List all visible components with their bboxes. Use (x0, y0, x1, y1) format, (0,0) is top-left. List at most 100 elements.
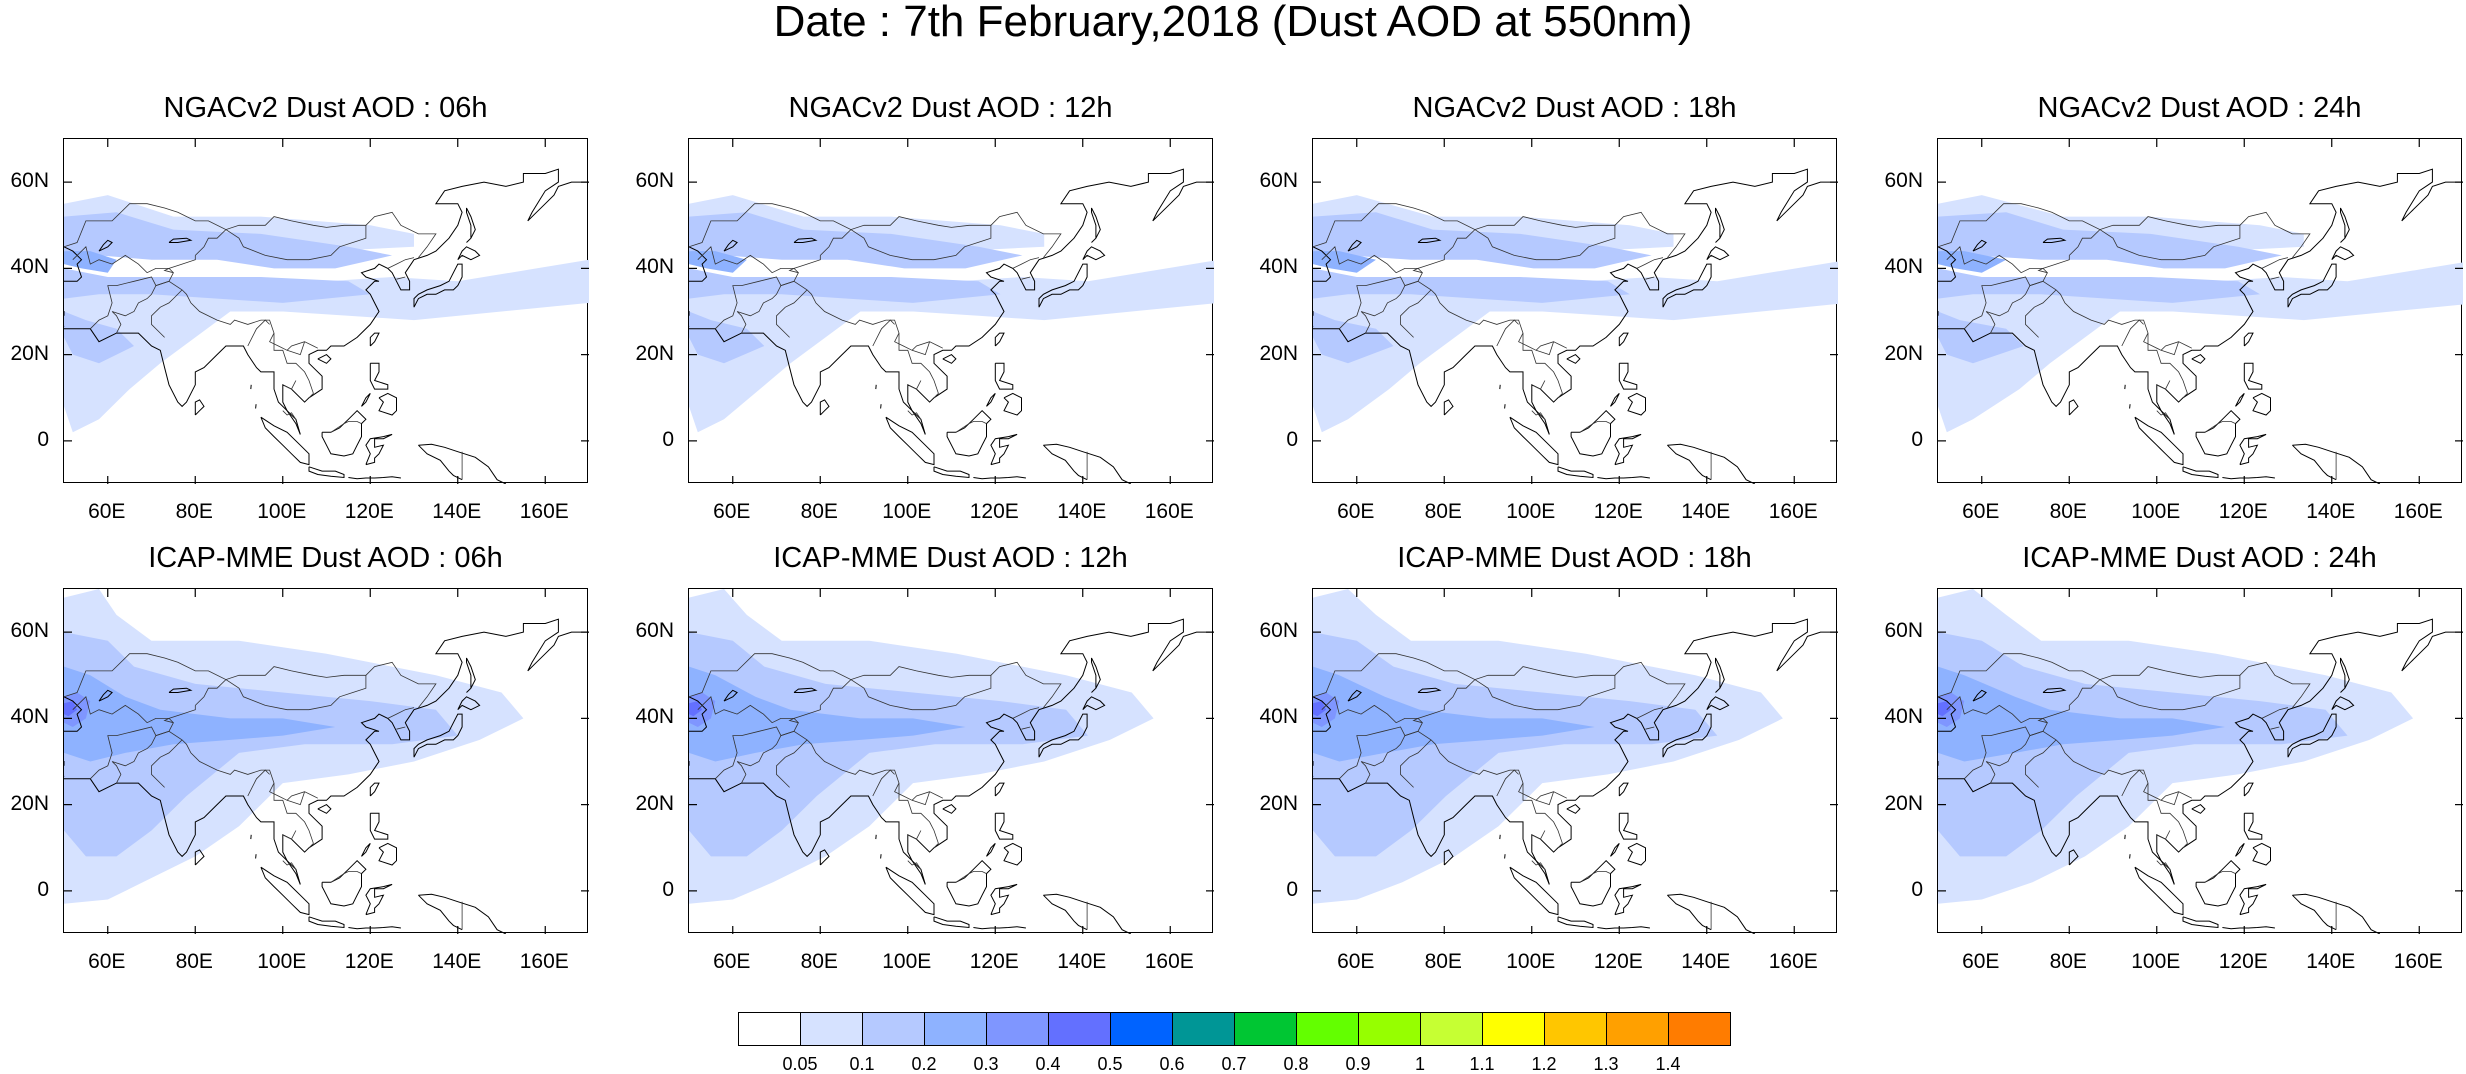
country-border (1497, 320, 1519, 346)
lon-tick-label: 100E (2131, 501, 2180, 523)
coastline (1043, 445, 1087, 480)
colorbar-swatch (738, 1012, 801, 1046)
lat-tick-label: 40N (635, 256, 674, 278)
map-panel-icap-mme-06h (63, 588, 588, 933)
coastline (2183, 467, 2218, 478)
map-panel-ngacv2-24h (1937, 138, 2462, 483)
coastline (362, 393, 371, 406)
lon-tick-label: 160E (2394, 951, 2443, 973)
country-border (956, 422, 987, 433)
country-border (2157, 831, 2170, 840)
coastline (366, 434, 392, 464)
coastline (1628, 393, 1646, 415)
coastline (995, 813, 1013, 839)
lon-tick-label: 60E (1962, 951, 1999, 973)
coastline (934, 467, 969, 478)
coastline (820, 400, 829, 415)
country-border (908, 381, 921, 390)
coastline (467, 208, 476, 243)
coastline (2240, 884, 2266, 914)
coastline (256, 404, 257, 408)
coastline (943, 805, 956, 814)
coastline (370, 363, 388, 389)
map-panel-ngacv2-06h (63, 138, 588, 483)
coastline (1619, 333, 1628, 346)
panel-title: ICAP-MME Dust AOD : 06h (63, 542, 588, 574)
coastline (195, 400, 204, 415)
coastline (348, 927, 401, 929)
lat-tick-label: 0 (37, 429, 49, 451)
coastline (995, 333, 1004, 346)
lat-tick-label: 40N (1884, 256, 1923, 278)
lat-tick-label: 20N (635, 343, 674, 365)
colorbar-label: 0.9 (1345, 1055, 1370, 1073)
lon-tick-label: 80E (2050, 501, 2087, 523)
colorbar-swatch (1420, 1012, 1483, 1046)
lat-tick-label: 20N (10, 343, 49, 365)
lat-tick-label: 60N (635, 620, 674, 642)
lat-tick-label: 60N (635, 170, 674, 192)
lon-tick-label: 160E (2394, 501, 2443, 523)
coastline (2244, 813, 2262, 839)
coastline (2292, 895, 2336, 930)
colorbar-swatch (1482, 1012, 1545, 1046)
lat-tick-label: 0 (1911, 879, 1923, 901)
lon-tick-label: 60E (713, 501, 750, 523)
coastline (987, 843, 996, 856)
lon-tick-label: 120E (345, 501, 394, 523)
lon-tick-label: 80E (176, 501, 213, 523)
lon-tick-label: 120E (970, 501, 1019, 523)
coastline (370, 813, 388, 839)
lat-tick-label: 40N (10, 706, 49, 728)
coastline (379, 393, 397, 415)
lat-tick-label: 0 (37, 879, 49, 901)
coastline (2069, 400, 2078, 415)
country-border (1013, 258, 1039, 269)
coastline (458, 247, 480, 260)
colorbar-label: 0.6 (1159, 1055, 1184, 1073)
lon-tick-label: 120E (345, 951, 394, 973)
dust-map (689, 589, 1214, 934)
coastline (991, 434, 1017, 464)
coastline (2244, 333, 2253, 346)
coastline (987, 393, 996, 406)
country-border (2205, 422, 2236, 433)
colorbar-swatch (800, 1012, 863, 1046)
lat-tick-label: 40N (1259, 706, 1298, 728)
coastline (1615, 434, 1641, 464)
coastline (886, 417, 934, 464)
lat-tick-label: 60N (10, 170, 49, 192)
colorbar-label: 0.3 (973, 1055, 998, 1073)
colorbar-label: 0.7 (1221, 1055, 1246, 1073)
lon-tick-label: 120E (2219, 951, 2268, 973)
panel-title: ICAP-MME Dust AOD : 18h (1312, 542, 1837, 574)
colorbar-swatch (1110, 1012, 1173, 1046)
coastline (1004, 393, 1022, 415)
lon-tick-label: 120E (2219, 501, 2268, 523)
lon-tick-label: 60E (88, 951, 125, 973)
coastline (995, 783, 1004, 796)
coastline (2253, 843, 2271, 865)
coastline (318, 805, 331, 814)
map-panel-ngacv2-18h (1312, 138, 1837, 483)
colorbar-swatch (924, 1012, 987, 1046)
lon-tick-label: 100E (1506, 501, 1555, 523)
coastline (1558, 467, 1593, 478)
coastline (1611, 393, 1620, 406)
coastline (2130, 854, 2131, 858)
country-border (331, 872, 362, 883)
country-border (248, 320, 270, 346)
lon-tick-label: 100E (2131, 951, 2180, 973)
colorbar-swatch (1172, 1012, 1235, 1046)
lat-tick-label: 20N (1884, 793, 1923, 815)
lat-tick-label: 60N (10, 620, 49, 642)
lon-tick-label: 60E (88, 501, 125, 523)
lon-tick-label: 100E (257, 501, 306, 523)
coastline (1444, 400, 1453, 415)
colorbar-label: 0.1 (849, 1055, 874, 1073)
coastline (1667, 445, 1711, 480)
coastline (973, 927, 1026, 929)
lon-tick-label: 60E (1337, 951, 1374, 973)
coastline (370, 333, 379, 346)
lat-tick-label: 20N (1259, 793, 1298, 815)
